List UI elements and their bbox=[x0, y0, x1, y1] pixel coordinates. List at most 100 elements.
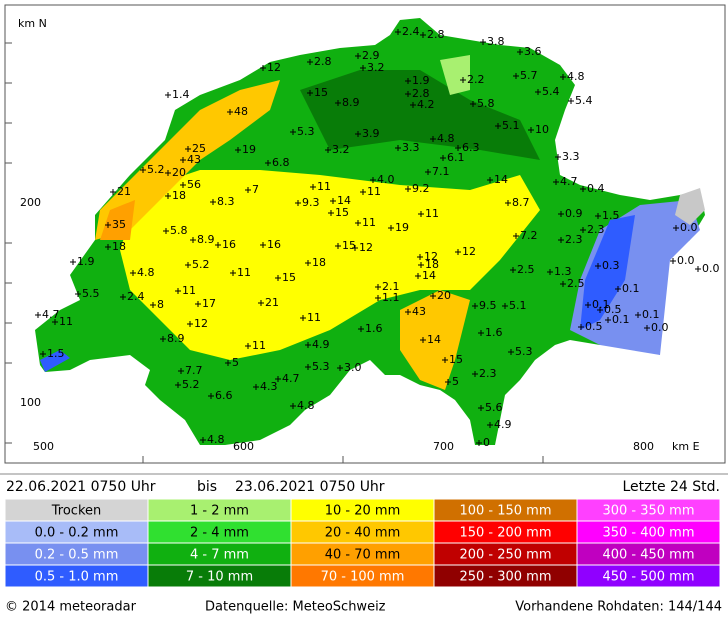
rain-area bbox=[400, 290, 470, 390]
station-marker bbox=[418, 211, 424, 217]
station-marker bbox=[175, 382, 181, 388]
station-marker bbox=[325, 147, 331, 153]
legend-label: 20 - 40 mm bbox=[325, 526, 401, 541]
station-marker bbox=[235, 147, 241, 153]
station-value: 0.0 bbox=[702, 262, 720, 275]
station-value: 3.3 bbox=[402, 141, 420, 154]
station-marker bbox=[695, 266, 701, 272]
station-marker bbox=[580, 227, 586, 233]
station-marker bbox=[165, 170, 171, 176]
station-value: 4.7 bbox=[42, 308, 60, 321]
station-marker bbox=[517, 49, 523, 55]
station-value: 9.3 bbox=[302, 196, 320, 209]
station-value: 11 bbox=[367, 185, 381, 198]
station-value: 18 bbox=[112, 240, 126, 253]
station-value: 0.0 bbox=[680, 221, 698, 234]
station-marker bbox=[165, 193, 171, 199]
station-value: 0.0 bbox=[651, 321, 669, 334]
station-marker bbox=[355, 220, 361, 226]
station-marker bbox=[208, 393, 214, 399]
station-value: 5.6 bbox=[485, 401, 503, 414]
station-value: 0.5 bbox=[585, 320, 603, 333]
station-marker bbox=[410, 102, 416, 108]
station-marker bbox=[670, 258, 676, 264]
station-value: 2.5 bbox=[567, 277, 585, 290]
station-value: 15 bbox=[282, 271, 296, 284]
station-value: 6.8 bbox=[272, 156, 290, 169]
station-value: 7.1 bbox=[432, 165, 450, 178]
station-marker bbox=[300, 315, 306, 321]
station-marker bbox=[495, 123, 501, 129]
station-marker bbox=[290, 403, 296, 409]
station-value: 0.1 bbox=[642, 308, 660, 321]
legend-label: 1 - 2 mm bbox=[190, 504, 249, 519]
station-marker bbox=[505, 200, 511, 206]
station-marker bbox=[442, 357, 448, 363]
station-marker bbox=[305, 260, 311, 266]
station-marker bbox=[150, 302, 156, 308]
station-value: 8.3 bbox=[217, 195, 235, 208]
station-marker bbox=[165, 92, 171, 98]
station-value: 1.1 bbox=[382, 291, 400, 304]
station-value: 18 bbox=[312, 256, 326, 269]
stations: 2.4 2.8 3.8 3.6 2.9 2.8 3.2 12 5.7 4.8 1.9 2.2 5.4 5.… bbox=[35, 25, 720, 449]
y-axis-title: km N bbox=[18, 17, 47, 30]
station-value: 7.2 bbox=[520, 229, 538, 242]
station-value: 11 bbox=[59, 315, 73, 328]
station-value: 0.9 bbox=[565, 207, 583, 220]
station-value: 16 bbox=[222, 238, 236, 251]
station-marker bbox=[230, 270, 236, 276]
mountains bbox=[675, 188, 705, 225]
station-marker bbox=[513, 73, 519, 79]
legend-label: 0.2 - 0.5 mm bbox=[35, 548, 119, 563]
station-value: 2.5 bbox=[517, 263, 535, 276]
station-marker bbox=[528, 127, 534, 133]
station-marker bbox=[227, 109, 233, 115]
station-marker bbox=[307, 90, 313, 96]
station-marker bbox=[578, 324, 584, 330]
station-value: 7 bbox=[252, 183, 259, 196]
station-marker bbox=[370, 177, 376, 183]
station-marker bbox=[352, 245, 358, 251]
station-marker bbox=[120, 294, 126, 300]
station-marker bbox=[215, 242, 221, 248]
station-marker bbox=[245, 343, 251, 349]
station-marker bbox=[415, 273, 421, 279]
station-value: 11 bbox=[252, 339, 266, 352]
station-marker bbox=[513, 233, 519, 239]
station-marker bbox=[425, 169, 431, 175]
station-marker bbox=[195, 301, 201, 307]
station-value: 8.9 bbox=[167, 332, 185, 345]
station-marker bbox=[597, 307, 603, 313]
station-marker bbox=[405, 78, 411, 84]
station-marker bbox=[553, 179, 559, 185]
station-value: 5.3 bbox=[312, 360, 330, 373]
station-marker bbox=[480, 39, 486, 45]
station-value: 11 bbox=[317, 180, 331, 193]
station-marker bbox=[580, 186, 586, 192]
station-value: 1.5 bbox=[602, 209, 620, 222]
legend-label: 70 - 100 mm bbox=[321, 570, 405, 585]
legend-label: 300 - 350 mm bbox=[602, 504, 694, 519]
source: Datenquelle: MeteoSchweiz bbox=[205, 600, 386, 615]
station-value: 12 bbox=[194, 317, 208, 330]
station-marker bbox=[260, 242, 266, 248]
station-value: 1.6 bbox=[485, 326, 503, 339]
station-marker bbox=[245, 187, 251, 193]
station-value: 4.8 bbox=[437, 132, 455, 145]
station-value: 5.1 bbox=[509, 299, 527, 312]
station-value: 4.0 bbox=[377, 173, 395, 186]
station-value: 3.3 bbox=[562, 150, 580, 163]
station-marker bbox=[328, 210, 334, 216]
station-marker bbox=[615, 286, 621, 292]
x-label: 600 bbox=[233, 440, 254, 453]
station-marker bbox=[178, 368, 184, 374]
station-value: 2.3 bbox=[479, 367, 497, 380]
legend-label: 450 - 500 mm bbox=[602, 570, 694, 585]
station-marker bbox=[478, 330, 484, 336]
station-marker bbox=[305, 342, 311, 348]
station-marker bbox=[417, 254, 423, 260]
station-value: 5.2 bbox=[147, 163, 165, 176]
period-separator: bis bbox=[197, 479, 217, 495]
copyright: © 2014 meteoradar bbox=[5, 600, 137, 615]
